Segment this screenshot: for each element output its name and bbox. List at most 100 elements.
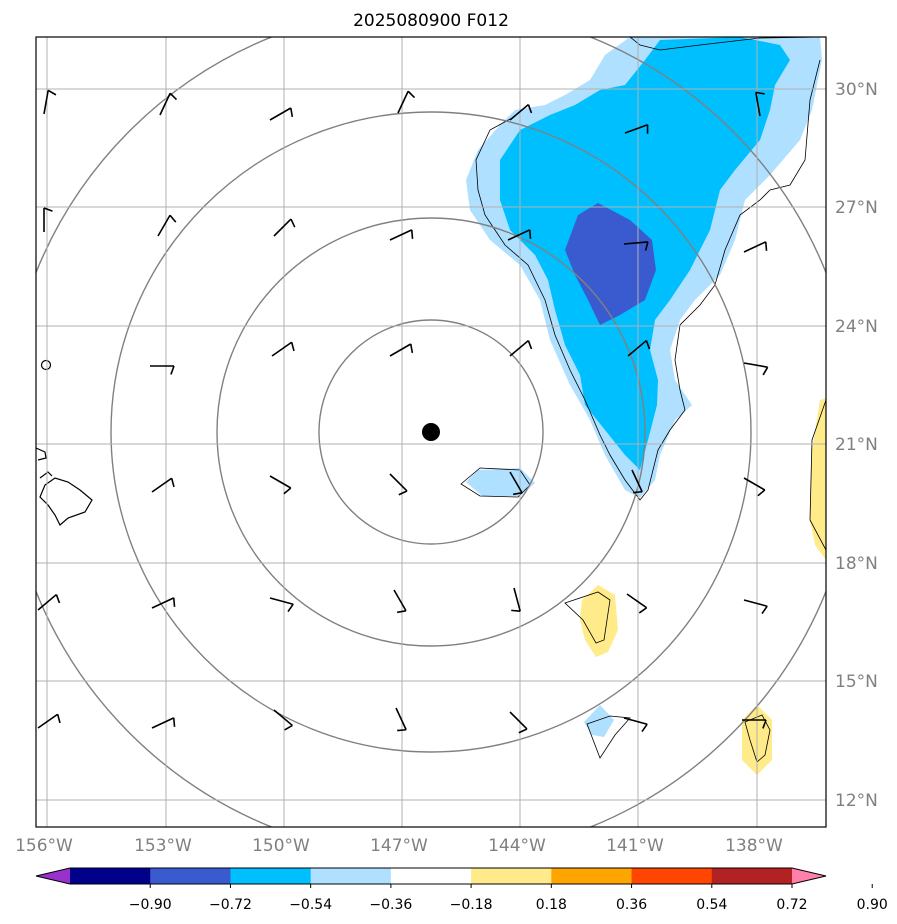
colorbar-tick-label: −0.72 [209,897,252,913]
colorbar-tick-label: 0.54 [696,897,727,913]
wind-barb-flag [527,340,533,350]
colorbar-segment [230,868,312,884]
wind-barb-flag [169,214,177,223]
colorbar-segment [471,868,552,884]
lon-label: 138°W [725,836,783,856]
wind-barb-flag [56,714,61,724]
wind-barb-flag [284,724,293,731]
colorbar-segment [310,868,392,884]
colorbar-segment [551,868,633,884]
wind-barb-flag [518,728,528,734]
wind-barb-flag [43,207,53,212]
wind-barb-flag [528,229,532,239]
gridlines [36,37,826,827]
wind-barb-shaft [626,593,648,609]
wind-barb-flag [290,218,296,228]
wind-barb-shaft [271,341,293,357]
wind-barb-shaft [509,339,529,357]
lon-label: 156°W [15,836,73,856]
lat-label: 27°N [835,198,878,218]
contour-line-6 [809,399,826,551]
contour-fill-royal-blue [565,203,656,325]
contour-line-3 [564,591,611,644]
colorbar-extend-high [792,868,826,884]
wind-barb-shaft [743,362,768,368]
contour-fill-patch-1 [466,468,535,496]
wind-barb-shaft [743,599,768,607]
coastline-hawaii [36,359,93,526]
wind-barbs [37,89,769,734]
wind-barb-flag [407,90,416,99]
contour-fill-patch-2 [584,705,614,737]
wind-barb-shaft [631,469,643,493]
wind-barb-flag [410,229,414,239]
wind-barb-shaft [624,124,648,134]
wind-barb-flag [755,91,765,95]
colorbar-tick-label: −0.90 [129,897,172,913]
lat-label: 18°N [835,554,878,574]
wind-barb-shaft [393,589,407,612]
contour-fill-yellow-1 [580,585,618,657]
wind-barb-flag [638,607,648,614]
lon-label: 150°W [252,836,310,856]
longitude-labels: 156°W 153°W 150°W 147°W 144°W 141°W 138°… [15,836,783,856]
storm-center-marker [422,423,440,441]
lat-label: 12°N [835,791,878,811]
lon-label: 153°W [134,836,192,856]
wind-barb-shaft [627,339,647,357]
wind-barb-flag [512,491,523,496]
wind-barb-shaft [37,593,57,611]
wind-barb-flag [757,489,766,497]
range-rings [36,37,826,827]
contour-line-4 [586,715,631,759]
lon-label: 147°W [370,836,428,856]
wind-barb-shaft [159,92,171,116]
wind-barb-shaft [743,241,767,253]
lon-label: 144°W [488,836,546,856]
wind-barb-flag [645,340,651,350]
colorbar-tick-label: 0.72 [776,897,807,913]
wind-barb-flag [170,478,175,488]
wind-barb-flag [764,241,768,251]
latitude-labels: 30°N 27°N 24°N 21°N 18°N 15°N 12°N [835,80,878,811]
wind-barb-flag [397,728,407,732]
wind-barb-flag [762,719,767,729]
colorbar-segment [390,868,472,884]
wind-barb-shaft [755,92,761,117]
wind-barb-flag [633,490,643,494]
colorbar-extend-low [36,868,70,884]
wind-barb-shaft [37,713,59,729]
wind-barb-flag [762,366,769,376]
wind-barb-flag [287,603,294,613]
wind-barb-shaft [509,471,523,494]
lat-label: 24°N [835,317,878,337]
colorbar-tick-label: −0.18 [450,897,493,913]
wind-barb-flag [55,594,61,604]
lat-label: 30°N [835,80,878,100]
contour-fill-yellow-3 [810,398,826,560]
wind-barb-shaft [507,229,531,241]
wind-barb-shaft [389,343,412,357]
wind-barb-shaft [623,717,648,725]
wind-barb-shaft [269,475,292,489]
wind-barb-shaft [395,707,407,731]
wind-barb-flag [641,723,648,733]
colorbar-segment [70,868,151,884]
wind-barb-shaft [273,218,292,237]
colorbar-tick-label: −0.36 [369,897,412,913]
wind-barb-flag [47,89,57,96]
wind-barb-flag [172,717,176,727]
wind-barb-flag [398,490,408,496]
wind-barb-shaft [397,90,409,114]
wind-barb-shaft [509,711,528,730]
wind-barb-flag [169,92,178,101]
wind-barb-shaft [43,90,49,115]
colorbar-tick-label: 0.18 [536,897,567,913]
wind-barb-flag [527,104,533,114]
colorbar-tick-label: 0.36 [616,897,647,913]
contour-line-5 [744,714,771,763]
wind-barb-flag [290,342,295,352]
colorbar: −0.90 −0.72 −0.54 −0.36 −0.18 0.18 0.36 0.54 0.7… [35,867,888,913]
wind-barb-flag [396,609,407,614]
